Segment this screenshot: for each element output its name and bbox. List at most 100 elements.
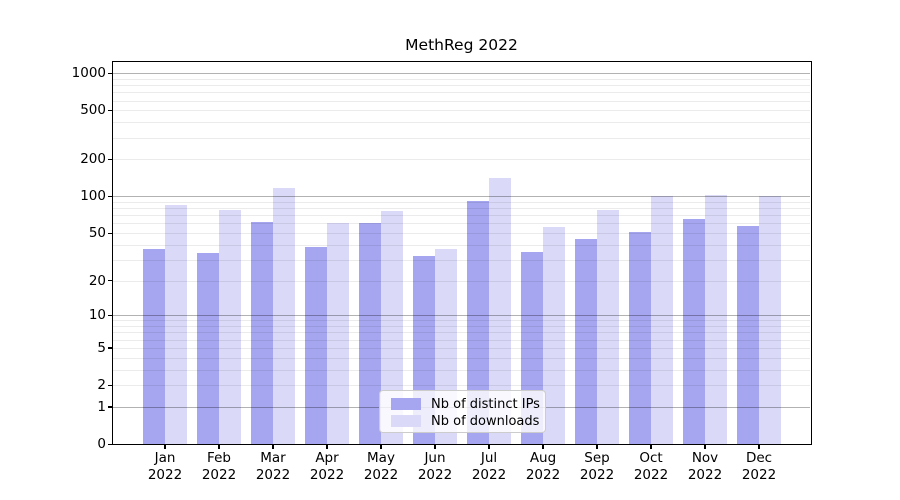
y-tick-1	[108, 406, 112, 408]
y-tick-label-10: 10	[88, 307, 106, 324]
gridline-minor-600	[113, 100, 810, 102]
bar-nb-of-downloads-jul-2022	[489, 178, 511, 444]
y-tick-50	[108, 232, 112, 234]
y-tick-label-1: 1	[97, 398, 106, 415]
gridline-minor-4	[113, 357, 810, 359]
gridline-minor-8	[113, 326, 810, 328]
bar-nb-of-distinct-ips-jan-2022	[143, 248, 165, 444]
gridline-minor-30	[113, 259, 810, 261]
x-tick-label-jun-2022: Jun 2022	[417, 450, 453, 483]
gridline-minor-50	[113, 233, 810, 235]
x-tick-jan-2022	[164, 445, 166, 449]
gridline-minor-800	[113, 85, 810, 87]
gridline-minor-900	[113, 78, 810, 80]
x-tick-label-dec-2022: Dec 2022	[741, 450, 777, 483]
gridline-minor-400	[113, 122, 810, 124]
gridline-minor-300	[113, 137, 810, 139]
x-tick-dec-2022	[758, 445, 760, 449]
y-tick-label-50: 50	[88, 225, 106, 242]
legend-item-downloads: Nb of downloads	[391, 413, 545, 429]
y-tick-0	[108, 443, 112, 445]
y-tick-2	[108, 384, 112, 386]
bar-nb-of-distinct-ips-apr-2022	[305, 247, 327, 444]
x-tick-label-may-2022: May 2022	[363, 450, 399, 483]
y-tick-100	[108, 195, 112, 198]
gridline-minor-70	[113, 215, 810, 217]
x-tick-nov-2022	[704, 445, 706, 449]
bar-nb-of-distinct-ips-feb-2022	[197, 253, 219, 444]
x-tick-mar-2022	[272, 445, 274, 449]
y-tick-label-20: 20	[88, 272, 106, 289]
x-tick-label-jul-2022: Jul 2022	[471, 450, 507, 483]
x-tick-label-aug-2022: Aug 2022	[525, 450, 561, 483]
x-tick-label-mar-2022: Mar 2022	[255, 450, 291, 483]
gridline-minor-60	[113, 223, 810, 225]
bar-nb-of-downloads-feb-2022	[219, 210, 241, 444]
x-tick-label-nov-2022: Nov 2022	[687, 450, 723, 483]
y-tick-label-1000: 1000	[71, 65, 106, 82]
y-tick-label-2: 2	[97, 377, 106, 394]
bar-nb-of-distinct-ips-may-2022	[359, 223, 381, 444]
gridline-minor-3	[113, 369, 810, 371]
gridline-minor-40	[113, 244, 810, 246]
x-tick-label-feb-2022: Feb 2022	[201, 450, 237, 483]
bar-nb-of-distinct-ips-jul-2022	[467, 200, 489, 444]
legend: Nb of distinct IPs Nb of downloads	[379, 390, 546, 433]
gridline-minor-90	[113, 201, 810, 203]
bar-nb-of-distinct-ips-sep-2022	[575, 238, 597, 444]
x-tick-feb-2022	[218, 445, 220, 449]
y-tick-10	[108, 314, 112, 317]
y-tick-label-500: 500	[80, 102, 106, 119]
gridline-major-100	[113, 196, 810, 198]
x-tick-oct-2022	[650, 445, 652, 449]
y-tick-5	[108, 347, 112, 349]
bar-nb-of-downloads-nov-2022	[705, 195, 727, 444]
gridline-minor-200	[113, 159, 810, 161]
y-tick-label-200: 200	[80, 151, 106, 168]
chart-title: MethReg 2022	[405, 36, 518, 54]
bar-nb-of-distinct-ips-oct-2022	[629, 231, 651, 444]
bar-nb-of-downloads-apr-2022	[327, 223, 349, 444]
bar-nb-of-distinct-ips-mar-2022	[251, 221, 273, 444]
legend-label-distinct-ips: Nb of distinct IPs	[431, 396, 540, 412]
y-tick-20	[108, 280, 112, 282]
legend-label-downloads: Nb of downloads	[431, 413, 540, 429]
bar-nb-of-downloads-jan-2022	[165, 204, 187, 444]
plot-area	[113, 62, 810, 444]
legend-item-distinct-ips: Nb of distinct IPs	[391, 396, 545, 412]
x-tick-apr-2022	[326, 445, 328, 449]
bar-nb-of-downloads-mar-2022	[273, 187, 295, 444]
y-tick-label-5: 5	[97, 339, 106, 356]
gridline-minor-2	[113, 385, 810, 387]
gridline-minor-9	[113, 320, 810, 322]
x-tick-aug-2022	[542, 445, 544, 449]
bar-nb-of-downloads-may-2022	[381, 210, 403, 444]
y-tick-500	[108, 109, 112, 112]
gridline-minor-500	[113, 110, 810, 112]
y-tick-label-0: 0	[97, 436, 106, 452]
bar-nb-of-downloads-dec-2022	[759, 196, 781, 444]
gridline-minor-80	[113, 208, 810, 210]
x-tick-sep-2022	[596, 445, 598, 449]
y-tick-200	[108, 158, 112, 161]
gridline-minor-20	[113, 280, 810, 282]
legend-swatch-downloads	[391, 415, 421, 427]
x-tick-jun-2022	[434, 445, 436, 449]
bar-nb-of-downloads-sep-2022	[597, 209, 619, 444]
gridline-minor-5	[113, 347, 810, 349]
gridline-minor-7	[113, 332, 810, 334]
x-tick-label-apr-2022: Apr 2022	[309, 450, 345, 483]
gridline-major-1000	[113, 73, 810, 75]
x-tick-label-jan-2022: Jan 2022	[147, 450, 183, 483]
legend-swatch-distinct-ips	[391, 398, 421, 410]
gridline-minor-6	[113, 339, 810, 341]
x-tick-may-2022	[380, 445, 382, 449]
y-tick-label-100: 100	[80, 188, 106, 205]
bar-nb-of-distinct-ips-nov-2022	[683, 219, 705, 444]
bar-nb-of-downloads-aug-2022	[543, 227, 565, 444]
bar-nb-of-distinct-ips-dec-2022	[737, 226, 759, 444]
y-tick-1000	[108, 72, 112, 75]
gridline-major-10	[113, 315, 810, 317]
x-tick-label-oct-2022: Oct 2022	[633, 450, 669, 483]
